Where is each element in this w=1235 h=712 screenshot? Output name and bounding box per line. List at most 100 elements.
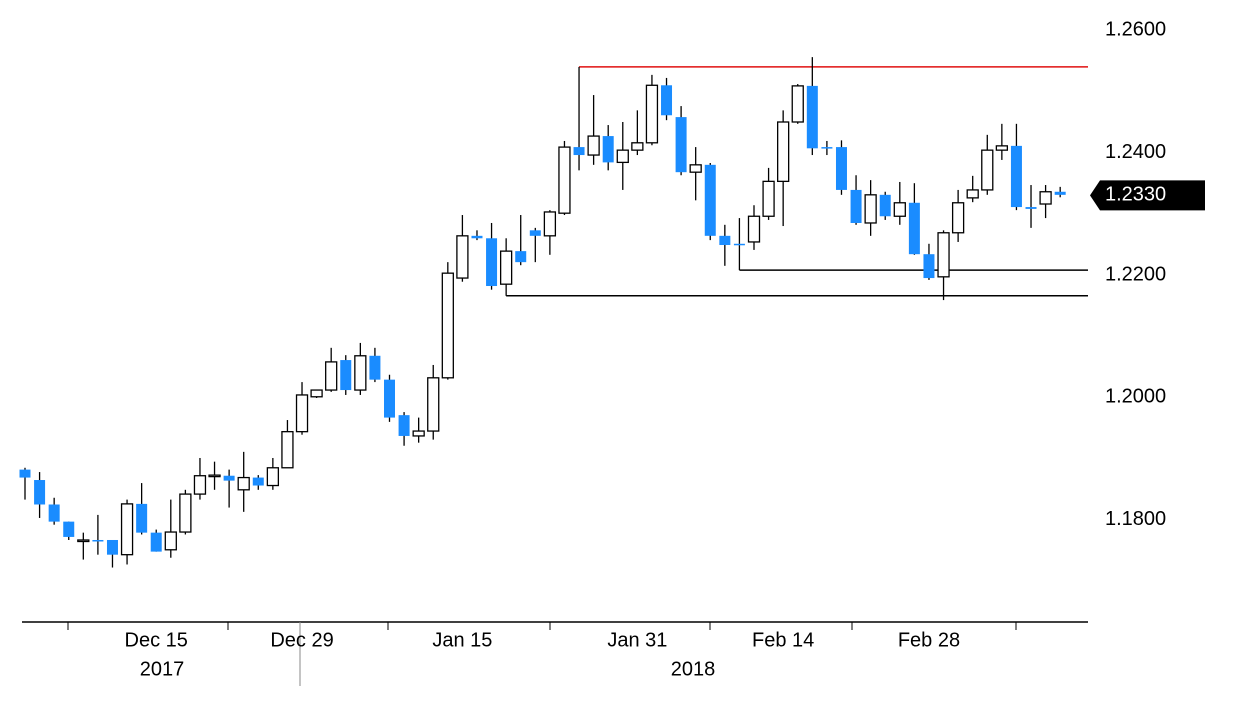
candle-body (1054, 191, 1066, 195)
candle (1010, 123, 1022, 211)
y-tick-label: 1.1800 (1105, 508, 1166, 530)
candle-body (864, 194, 877, 224)
year-label: 2018 (671, 658, 716, 680)
candle (573, 66, 585, 171)
candle-body (471, 235, 483, 239)
x-tick-label: Jan 15 (432, 629, 492, 651)
candle (529, 227, 541, 263)
candle (951, 189, 965, 242)
candle (325, 347, 338, 392)
candle (791, 84, 804, 124)
candle (864, 180, 877, 236)
candle (427, 364, 440, 440)
candle-body (223, 475, 235, 481)
candle-body (499, 250, 513, 285)
candle-body (529, 230, 541, 236)
candle-body (34, 480, 46, 505)
candle (310, 389, 323, 399)
candle-body (850, 189, 862, 223)
candle-body (340, 360, 352, 391)
candle-body (573, 147, 585, 156)
candle-body (92, 539, 104, 542)
candle-body (543, 211, 557, 237)
candle-body (704, 164, 716, 236)
candle-body (193, 475, 207, 495)
candle (295, 382, 309, 435)
candle (631, 110, 644, 156)
candle (193, 457, 207, 500)
candle (923, 243, 935, 280)
candle (704, 163, 716, 241)
candle (515, 215, 527, 266)
candle (719, 224, 731, 266)
candle (208, 461, 221, 490)
candle-body (806, 85, 818, 149)
candle (340, 355, 352, 395)
x-tick-label: Jan 31 (607, 629, 667, 651)
candle (777, 110, 790, 227)
candle-body (295, 394, 309, 433)
candle (879, 191, 891, 220)
candle (252, 475, 264, 490)
candle (48, 497, 60, 525)
candle (835, 140, 847, 195)
candle-body (821, 147, 833, 149)
candle-body (136, 503, 148, 533)
candle (587, 95, 600, 165)
x-tick-label: Feb 28 (898, 629, 960, 651)
candle-body (558, 146, 571, 214)
candle-body (893, 202, 906, 217)
candle (471, 230, 483, 241)
candle-body (631, 142, 644, 151)
candle (136, 483, 148, 535)
candle (821, 140, 833, 156)
candle-body (602, 136, 614, 163)
candle (398, 412, 410, 446)
candle (966, 175, 979, 203)
candle (733, 218, 745, 271)
candle-body (908, 202, 920, 255)
candle (937, 230, 950, 301)
candle (281, 420, 294, 469)
candle-body (412, 430, 425, 437)
candle (675, 106, 687, 176)
candle-body (354, 355, 367, 391)
candle-body (675, 117, 687, 173)
candle (266, 457, 280, 490)
candle (616, 121, 629, 190)
candle (995, 123, 1009, 160)
candle-body (587, 135, 600, 156)
candle (850, 175, 862, 225)
candle-body (616, 149, 629, 164)
candle-body (995, 145, 1009, 151)
candle-body (63, 521, 75, 537)
candle (543, 210, 557, 255)
candle-body (281, 431, 294, 469)
candle (806, 57, 818, 156)
candle-body (879, 194, 891, 217)
candle-body (369, 355, 381, 380)
candle-body (441, 272, 454, 379)
x-tick-label: Dec 29 (270, 629, 333, 651)
candle-body (325, 361, 338, 391)
candle (63, 521, 75, 540)
candle (1025, 185, 1037, 228)
candle (499, 238, 513, 296)
x-tick-label: Dec 15 (125, 629, 188, 651)
candle-body (1010, 145, 1022, 208)
candle-body (719, 235, 731, 246)
candle-body (661, 85, 673, 116)
candle (92, 514, 104, 555)
candle-body (310, 389, 323, 398)
candle-body (733, 243, 745, 246)
candle-body (923, 254, 935, 279)
candle-body (237, 476, 250, 491)
candle (77, 532, 90, 560)
candle (223, 469, 235, 508)
candle (384, 374, 395, 422)
candle-body (398, 415, 410, 436)
last-price-label: 1.2330 (1105, 184, 1166, 206)
candle (661, 77, 673, 121)
y-tick-label: 1.2000 (1105, 386, 1166, 408)
candle (981, 134, 994, 195)
